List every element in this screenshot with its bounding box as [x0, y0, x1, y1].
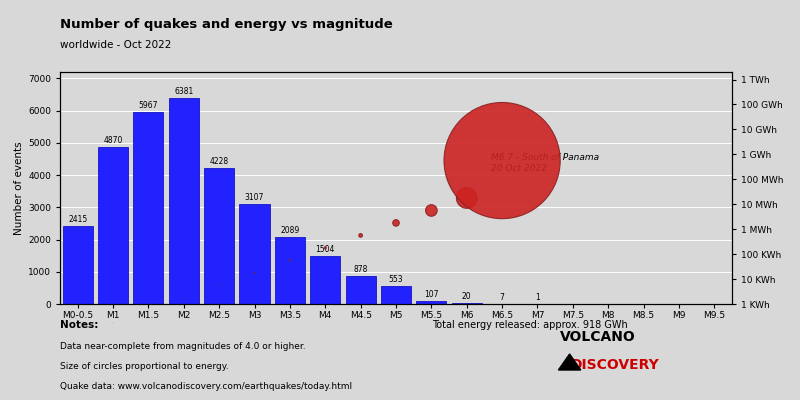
Text: 5967: 5967 [138, 101, 158, 110]
Text: 7: 7 [500, 293, 505, 302]
Point [425, 207, 438, 214]
Y-axis label: Number of events: Number of events [14, 141, 24, 235]
Bar [381, 286, 411, 304]
Point [106, 320, 119, 326]
Point [248, 270, 261, 276]
Point [71, 332, 84, 338]
Text: DISCOVERY: DISCOVERY [571, 358, 660, 372]
Text: Data near-complete from magnitudes of 4.0 or higher.: Data near-complete from magnitudes of 4.… [60, 342, 306, 351]
Text: Size of circles proportional to energy.: Size of circles proportional to energy. [60, 362, 229, 371]
Text: 3107: 3107 [245, 193, 264, 202]
Text: worldwide - Oct 2022: worldwide - Oct 2022 [60, 40, 171, 50]
Point [390, 220, 402, 226]
Text: Total energy released: approx. 918 GWh: Total energy released: approx. 918 GWh [432, 320, 628, 330]
Bar [275, 237, 305, 304]
Point [496, 157, 509, 164]
Text: 107: 107 [424, 290, 438, 299]
Text: Number of quakes and energy vs magnitude: Number of quakes and energy vs magnitude [60, 18, 393, 31]
Text: 6381: 6381 [174, 88, 194, 96]
Text: M6.7 - South of Panama
20 Oct 2022: M6.7 - South of Panama 20 Oct 2022 [491, 153, 600, 173]
Text: 4228: 4228 [210, 157, 229, 166]
Bar [346, 276, 376, 304]
Bar [416, 300, 446, 304]
Text: 4870: 4870 [103, 136, 122, 145]
Point [354, 232, 367, 239]
Text: 20: 20 [462, 292, 471, 302]
Bar [452, 303, 482, 304]
Point [213, 282, 226, 288]
Text: 1: 1 [535, 293, 540, 302]
Bar [98, 147, 128, 304]
Bar [239, 204, 270, 304]
Point [283, 257, 296, 264]
Text: 1504: 1504 [315, 245, 335, 254]
Point [178, 294, 190, 301]
Bar [310, 256, 340, 304]
Text: 2415: 2415 [68, 215, 87, 224]
Text: 2089: 2089 [280, 226, 299, 235]
Text: 553: 553 [389, 275, 403, 284]
Point [142, 307, 155, 314]
Text: 878: 878 [354, 265, 368, 274]
Text: Notes:: Notes: [60, 320, 98, 330]
Bar [134, 112, 163, 304]
Point [460, 195, 473, 201]
Bar [204, 168, 234, 304]
Text: VOLCANO: VOLCANO [560, 330, 636, 344]
Bar [169, 98, 199, 304]
Text: Quake data: www.volcanodiscovery.com/earthquakes/today.html: Quake data: www.volcanodiscovery.com/ear… [60, 382, 352, 391]
Point [319, 245, 332, 251]
Bar [62, 226, 93, 304]
